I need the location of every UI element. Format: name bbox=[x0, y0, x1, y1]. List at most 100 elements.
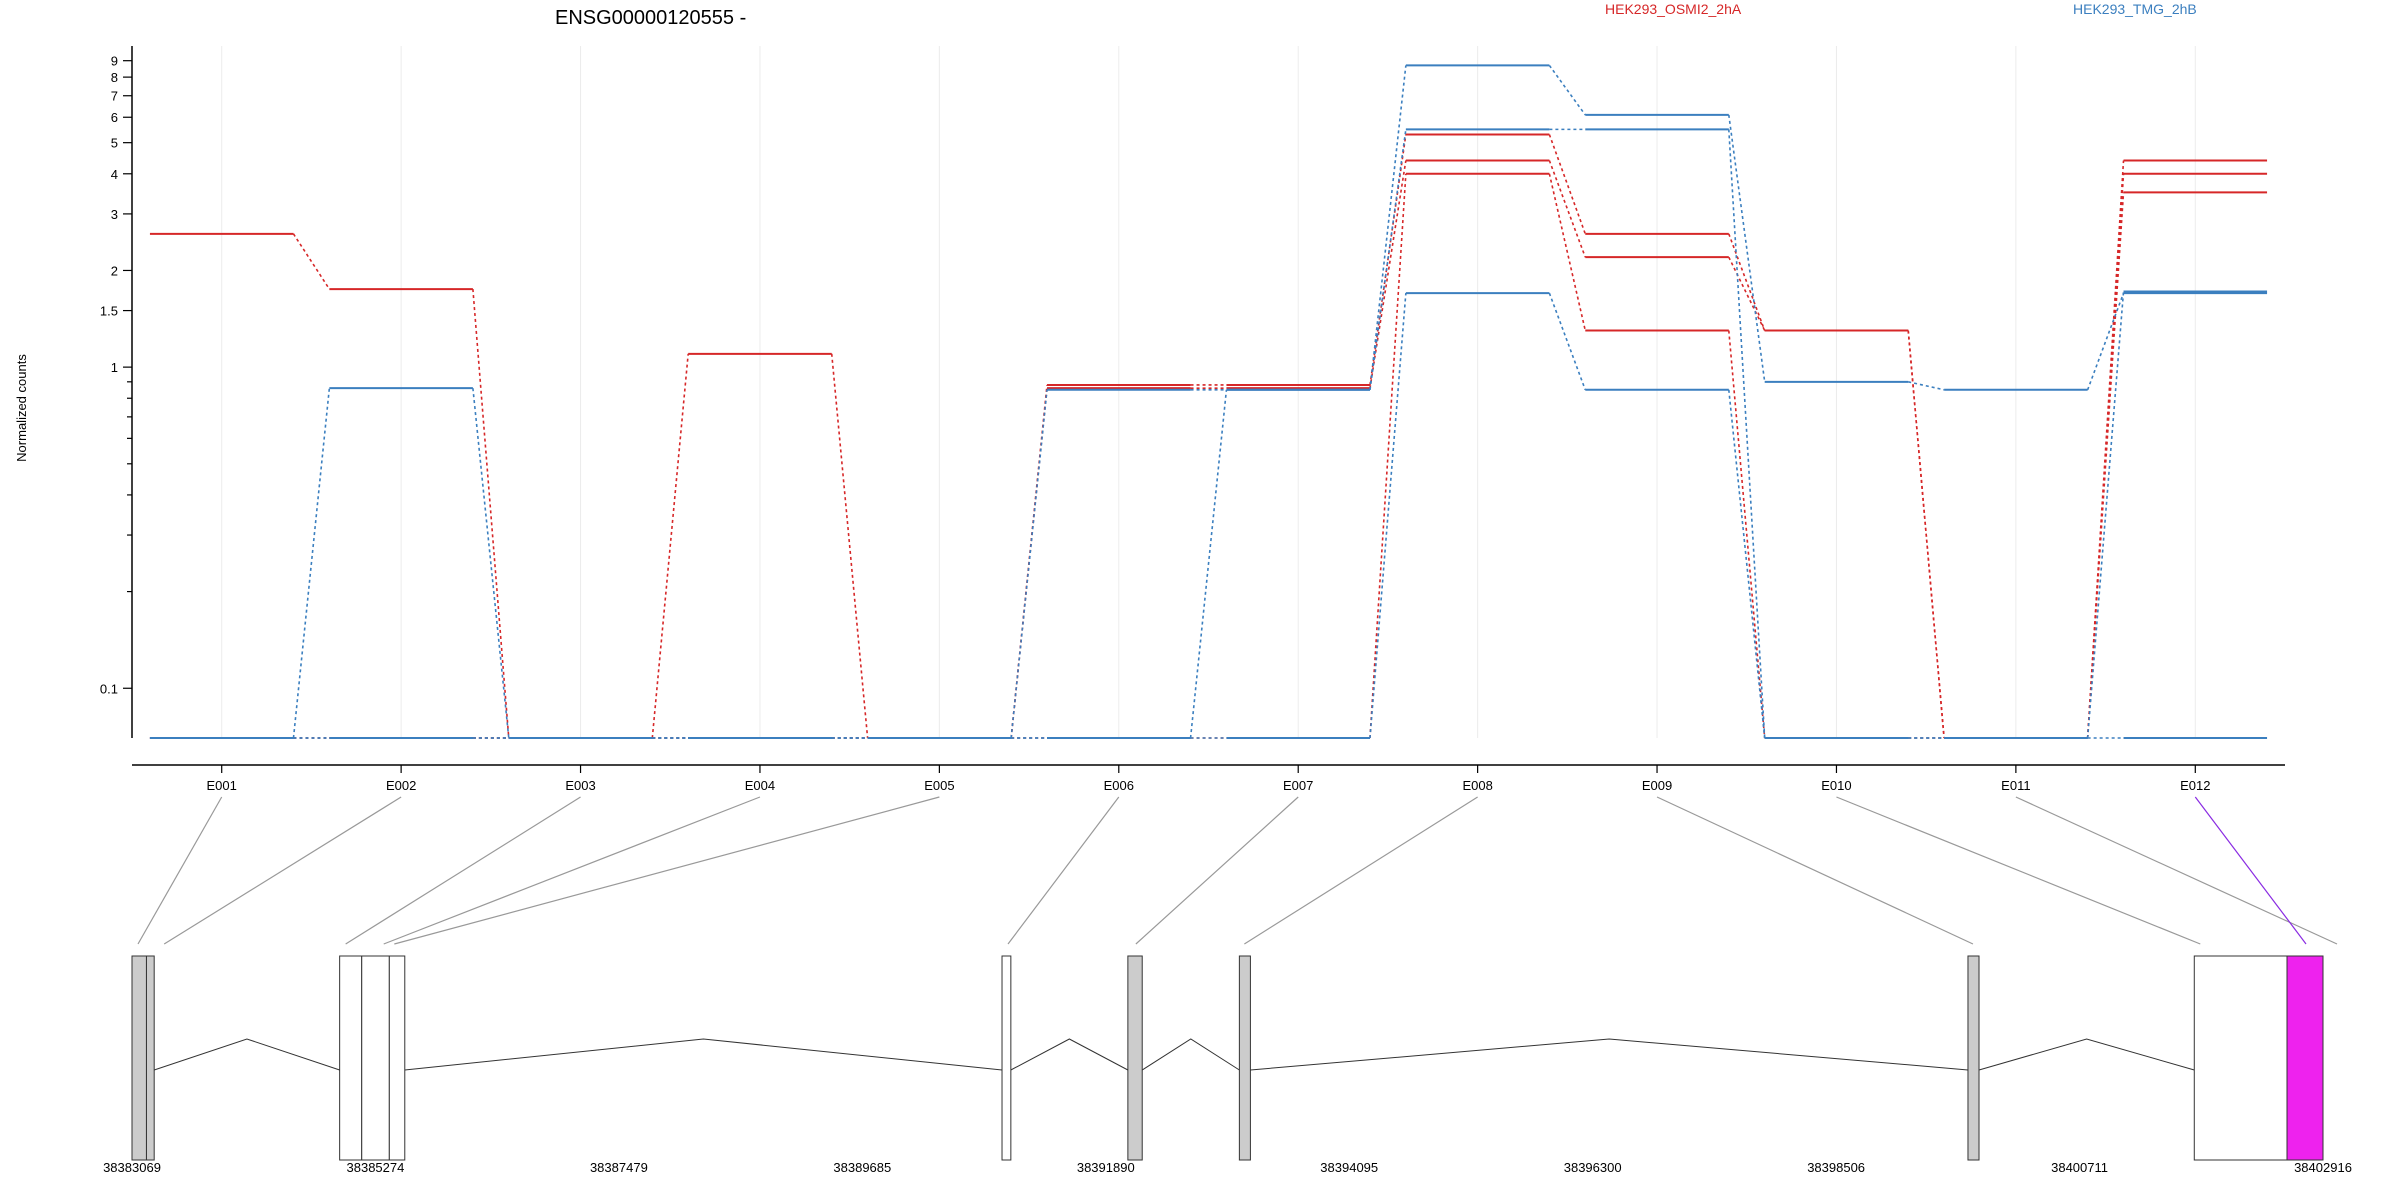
y-tick-label: 9 bbox=[111, 54, 118, 69]
y-tick-label: 5 bbox=[111, 136, 118, 151]
series-4-connector bbox=[2086, 292, 2125, 391]
intron-8 bbox=[1250, 1038, 1969, 1071]
connector-e007 bbox=[1135, 796, 1299, 945]
coordinate-label: 38402916 bbox=[2294, 1160, 2352, 1175]
intron-5 bbox=[404, 1038, 1003, 1071]
connector-e012 bbox=[2194, 796, 2307, 945]
exon-block-e005 bbox=[388, 955, 406, 1161]
coordinate-label: 38396300 bbox=[1564, 1160, 1622, 1175]
x-tick-label-e006: E006 bbox=[1104, 778, 1134, 793]
exon-block-e007 bbox=[1127, 955, 1143, 1161]
exon-block-e011 bbox=[2286, 955, 2324, 1161]
genomic-coordinate-axis: 38383069 38385274 38387479 38389685 38391890… bbox=[103, 1160, 2352, 1175]
exon-block-e004 bbox=[361, 955, 390, 1161]
series-4-connector bbox=[1548, 64, 1586, 116]
series-1-connector bbox=[1728, 233, 1766, 331]
series-3-connector bbox=[2086, 192, 2125, 739]
exon-block-e002 bbox=[145, 955, 155, 1161]
x-tick-label-e010: E010 bbox=[1821, 778, 1851, 793]
y-tick-label: 4 bbox=[111, 167, 118, 182]
series-3-connector bbox=[1369, 173, 1407, 739]
series-6-connector bbox=[1369, 293, 1407, 739]
connector-e003 bbox=[345, 796, 581, 945]
series-1-connector bbox=[1548, 134, 1587, 235]
connector-e010 bbox=[1836, 796, 2201, 945]
series-6 bbox=[149, 292, 2268, 739]
intron-9 bbox=[1978, 1038, 2195, 1071]
exon-block-e008 bbox=[1238, 955, 1251, 1161]
series-4-connector bbox=[472, 388, 510, 739]
y-tick-label: 8 bbox=[111, 70, 118, 85]
series-2-connector bbox=[1548, 160, 1587, 258]
series-6-connector bbox=[1728, 389, 1766, 739]
gene-model bbox=[131, 955, 2324, 1161]
coordinate-label: 38391890 bbox=[1077, 1160, 1135, 1175]
series-4-connector bbox=[1010, 389, 1048, 739]
series-1-connector bbox=[292, 233, 331, 290]
series-4-connector bbox=[292, 388, 331, 739]
y-axis-label: Normalized counts bbox=[14, 354, 29, 462]
series-3-connector bbox=[1728, 330, 1766, 739]
coordinate-label: 38389685 bbox=[833, 1160, 891, 1175]
series-6-connector bbox=[1548, 292, 1587, 391]
intron-7 bbox=[1141, 1038, 1240, 1071]
series-4-connector bbox=[1908, 381, 1945, 391]
legend-entry-tmg: HEK293_TMG_2hB bbox=[2073, 1, 2197, 17]
series-2-connector bbox=[1369, 160, 1407, 389]
y-tick-label: 0.1 bbox=[100, 681, 118, 696]
x-tick-label-e003: E003 bbox=[565, 778, 595, 793]
series-5-connector bbox=[1369, 129, 1407, 390]
exon-connectors bbox=[137, 796, 2338, 945]
series-1-connector bbox=[651, 353, 689, 739]
intron-2 bbox=[154, 1038, 340, 1071]
series-4-connector bbox=[1369, 65, 1407, 390]
series-4 bbox=[149, 64, 2268, 739]
y-tick-label: 7 bbox=[111, 89, 118, 104]
coordinate-label: 38398506 bbox=[1807, 1160, 1865, 1175]
x-tick-label-e005: E005 bbox=[924, 778, 954, 793]
x-tick-label-e009: E009 bbox=[1642, 778, 1672, 793]
x-tick-label-e008: E008 bbox=[1462, 778, 1492, 793]
grid-lines bbox=[221, 46, 2196, 738]
connector-e004 bbox=[383, 796, 761, 945]
connector-e005 bbox=[394, 796, 940, 945]
connector-e006 bbox=[1007, 796, 1120, 945]
series-lines bbox=[149, 64, 2268, 739]
legend-entry-osmi2: HEK293_OSMI2_2hA bbox=[1605, 1, 1742, 17]
series-5 bbox=[149, 128, 2268, 739]
y-tick-label: 1 bbox=[111, 360, 118, 375]
series-3 bbox=[149, 172, 2268, 739]
connector-e008 bbox=[1244, 796, 1478, 945]
y-tick-label: 2 bbox=[111, 263, 118, 278]
y-tick-label: 3 bbox=[111, 207, 118, 222]
coordinate-label: 38400711 bbox=[2051, 1160, 2108, 1175]
x-axis: E001 E002 E003 E004 E005 E006 E007 E008 E009 E010… bbox=[132, 764, 2285, 793]
y-axis: 0.1 1 1.5 2 3 4 5 6 7 89 bbox=[100, 46, 133, 738]
series-1 bbox=[149, 133, 2268, 739]
coordinate-label: 38383069 bbox=[103, 1160, 161, 1175]
exon-block-e003 bbox=[339, 955, 363, 1161]
series-1-connector bbox=[830, 353, 869, 739]
x-tick-label-e011: E011 bbox=[2001, 778, 2030, 793]
exon-block-e006 bbox=[1001, 955, 1012, 1161]
connector-e001 bbox=[137, 796, 223, 945]
series-4-connector bbox=[1728, 114, 1766, 382]
exon-block-e010 bbox=[2193, 955, 2288, 1161]
connector-e011 bbox=[2015, 796, 2338, 945]
connector-e002 bbox=[163, 796, 402, 945]
exon-block-e009 bbox=[1967, 955, 1980, 1161]
series-2-connector bbox=[1907, 330, 1945, 739]
x-tick-label-e001: E001 bbox=[207, 778, 237, 793]
coordinate-label: 38394095 bbox=[1320, 1160, 1378, 1175]
y-tick-label: 6 bbox=[111, 110, 118, 125]
series-1-connector bbox=[1369, 134, 1407, 386]
intron-6 bbox=[1010, 1038, 1129, 1071]
x-tick-label-e002: E002 bbox=[386, 778, 416, 793]
coordinate-label: 38385274 bbox=[347, 1160, 405, 1175]
series-2-connector bbox=[1728, 256, 1766, 331]
exon-block-e001 bbox=[131, 955, 147, 1161]
coordinate-label: 38387479 bbox=[590, 1160, 648, 1175]
series-5-connector bbox=[1728, 129, 1766, 739]
chart-title: ENSG00000120555 - bbox=[555, 7, 746, 29]
